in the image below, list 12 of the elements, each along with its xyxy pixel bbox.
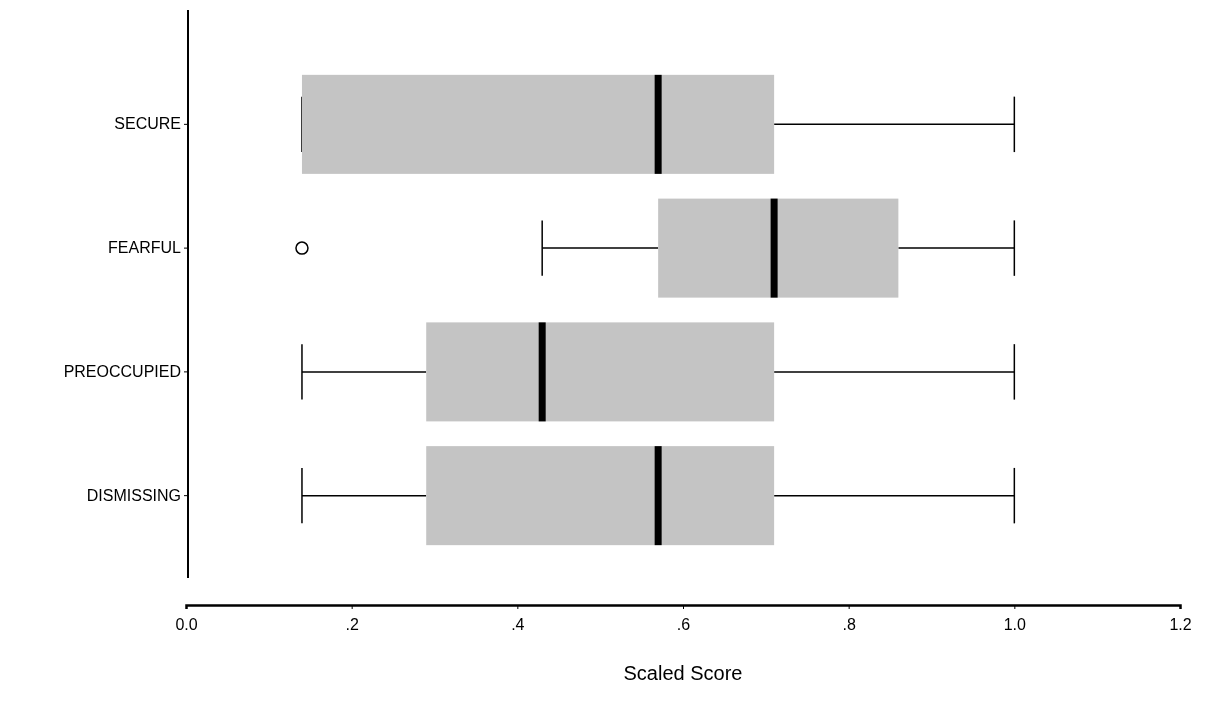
x-tick-label: .6 — [676, 615, 691, 633]
x-tick-label: .2 — [345, 615, 359, 633]
x-tick-label: 0.0 — [175, 615, 198, 633]
x-axis-title: Scaled Score — [623, 662, 743, 684]
y-tick-label: DISMISSING — [86, 486, 181, 504]
y-tick-label: SECURE — [114, 115, 181, 133]
y-tick-label: PREOCCUPIED — [63, 363, 181, 380]
y-tick-label: FEARFUL — [108, 239, 182, 257]
x-tick-label: .8 — [842, 615, 856, 633]
x-tick-label: 1.2 — [1169, 615, 1192, 633]
x-tick-label: .4 — [511, 615, 525, 633]
x-tick-label: 1.0 — [1003, 615, 1027, 633]
